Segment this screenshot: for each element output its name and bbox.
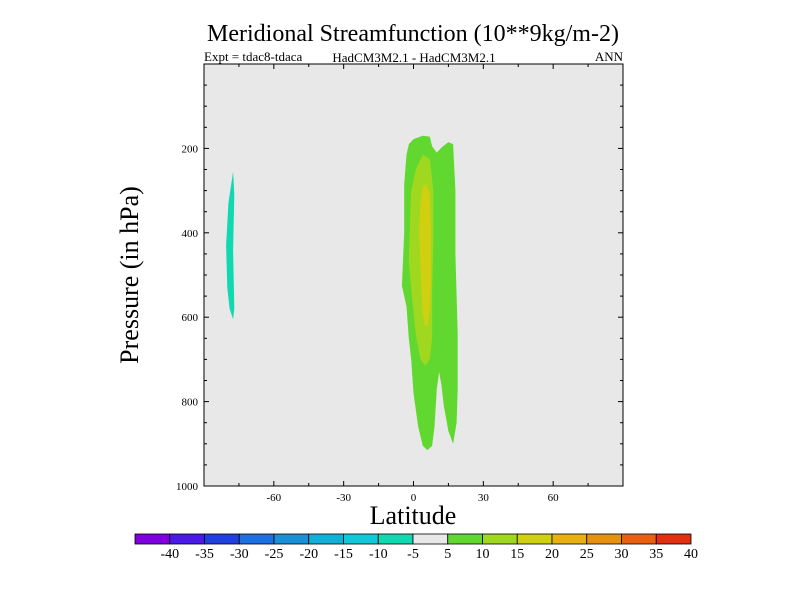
colorbar-level-label: -40 bbox=[160, 547, 179, 562]
colorbar-level-label: 25 bbox=[580, 547, 594, 562]
colorbar-swatch bbox=[412, 533, 449, 545]
colorbar-swatch bbox=[655, 533, 692, 545]
colorbar-level-label: 20 bbox=[545, 547, 559, 562]
x-tick-label: -60 bbox=[266, 492, 281, 504]
x-tick-label: 60 bbox=[548, 492, 560, 504]
y-tick-label: 200 bbox=[182, 143, 199, 155]
colorbar-swatch bbox=[482, 533, 518, 545]
colorbar-swatch bbox=[516, 533, 553, 545]
colorbar-swatch bbox=[238, 533, 275, 545]
colorbar-swatch bbox=[343, 533, 379, 545]
y-tick-label: 600 bbox=[182, 312, 199, 324]
y-tick-label: 1000 bbox=[176, 481, 199, 493]
subtitle-models: HadCM3M2.1 - HadCM3M2.1 bbox=[332, 50, 495, 65]
colorbar-level-label: -35 bbox=[195, 547, 214, 562]
contour-region-positive-cell-15-20 bbox=[419, 184, 431, 326]
axis-ticks: 200 400 600 800 1000 -60 -30 0 30 60 bbox=[176, 64, 623, 504]
subtitle-season: ANN bbox=[595, 49, 624, 64]
plot-area: 200 400 600 800 1000 -60 -30 0 30 60 bbox=[176, 63, 624, 504]
colorbar-level-label: -15 bbox=[334, 547, 353, 562]
colorbar-swatch bbox=[169, 533, 205, 545]
y-tick-label: 800 bbox=[182, 397, 199, 409]
colorbar-level-label: 15 bbox=[510, 547, 524, 562]
colorbar-swatch bbox=[377, 533, 414, 545]
colorbar-level-label: -20 bbox=[299, 547, 318, 562]
colorbar-level-label: -10 bbox=[369, 547, 388, 562]
colorbar-swatch bbox=[134, 533, 171, 545]
x-tick-label: -30 bbox=[336, 492, 351, 504]
colorbar-level-label: 40 bbox=[684, 547, 698, 562]
colorbar-level-label: -5 bbox=[407, 547, 419, 562]
x-tick-label: 30 bbox=[478, 492, 490, 504]
y-axis-label: Pressure (in hPa) bbox=[115, 186, 144, 364]
chart-title: Meridional Streamfunction (10**9kg/m-2) bbox=[207, 21, 619, 47]
colorbar-swatch bbox=[551, 533, 588, 545]
colorbar-swatch bbox=[308, 533, 344, 545]
contour-regions bbox=[226, 135, 458, 451]
colorbar-swatch bbox=[447, 533, 483, 545]
contour-region-negative-cell-southern bbox=[226, 171, 235, 320]
colorbar-swatch bbox=[204, 533, 240, 545]
colorbar-level-label: -25 bbox=[265, 547, 284, 562]
colorbar-swatch bbox=[273, 533, 310, 545]
x-axis-label: Latitude bbox=[370, 501, 457, 530]
colorbar-level-label: 35 bbox=[649, 547, 663, 562]
colorbar-swatch bbox=[621, 533, 657, 545]
colorbar-level-label: 10 bbox=[476, 547, 490, 562]
colorbar-level-label: -30 bbox=[230, 547, 249, 562]
colorbar-level-label: 5 bbox=[444, 547, 451, 562]
colorbar: -40 -35 -30 -25 -20 -15 -10 -5 5 10 15 20 25 30 35 40 bbox=[134, 533, 698, 562]
subtitle-experiment: Expt = tdac8-tdaca bbox=[204, 49, 303, 64]
colorbar-swatch bbox=[586, 533, 622, 545]
y-tick-label: 400 bbox=[182, 228, 199, 240]
x-tick-label: 0 bbox=[411, 492, 417, 504]
colorbar-level-label: 30 bbox=[615, 547, 629, 562]
